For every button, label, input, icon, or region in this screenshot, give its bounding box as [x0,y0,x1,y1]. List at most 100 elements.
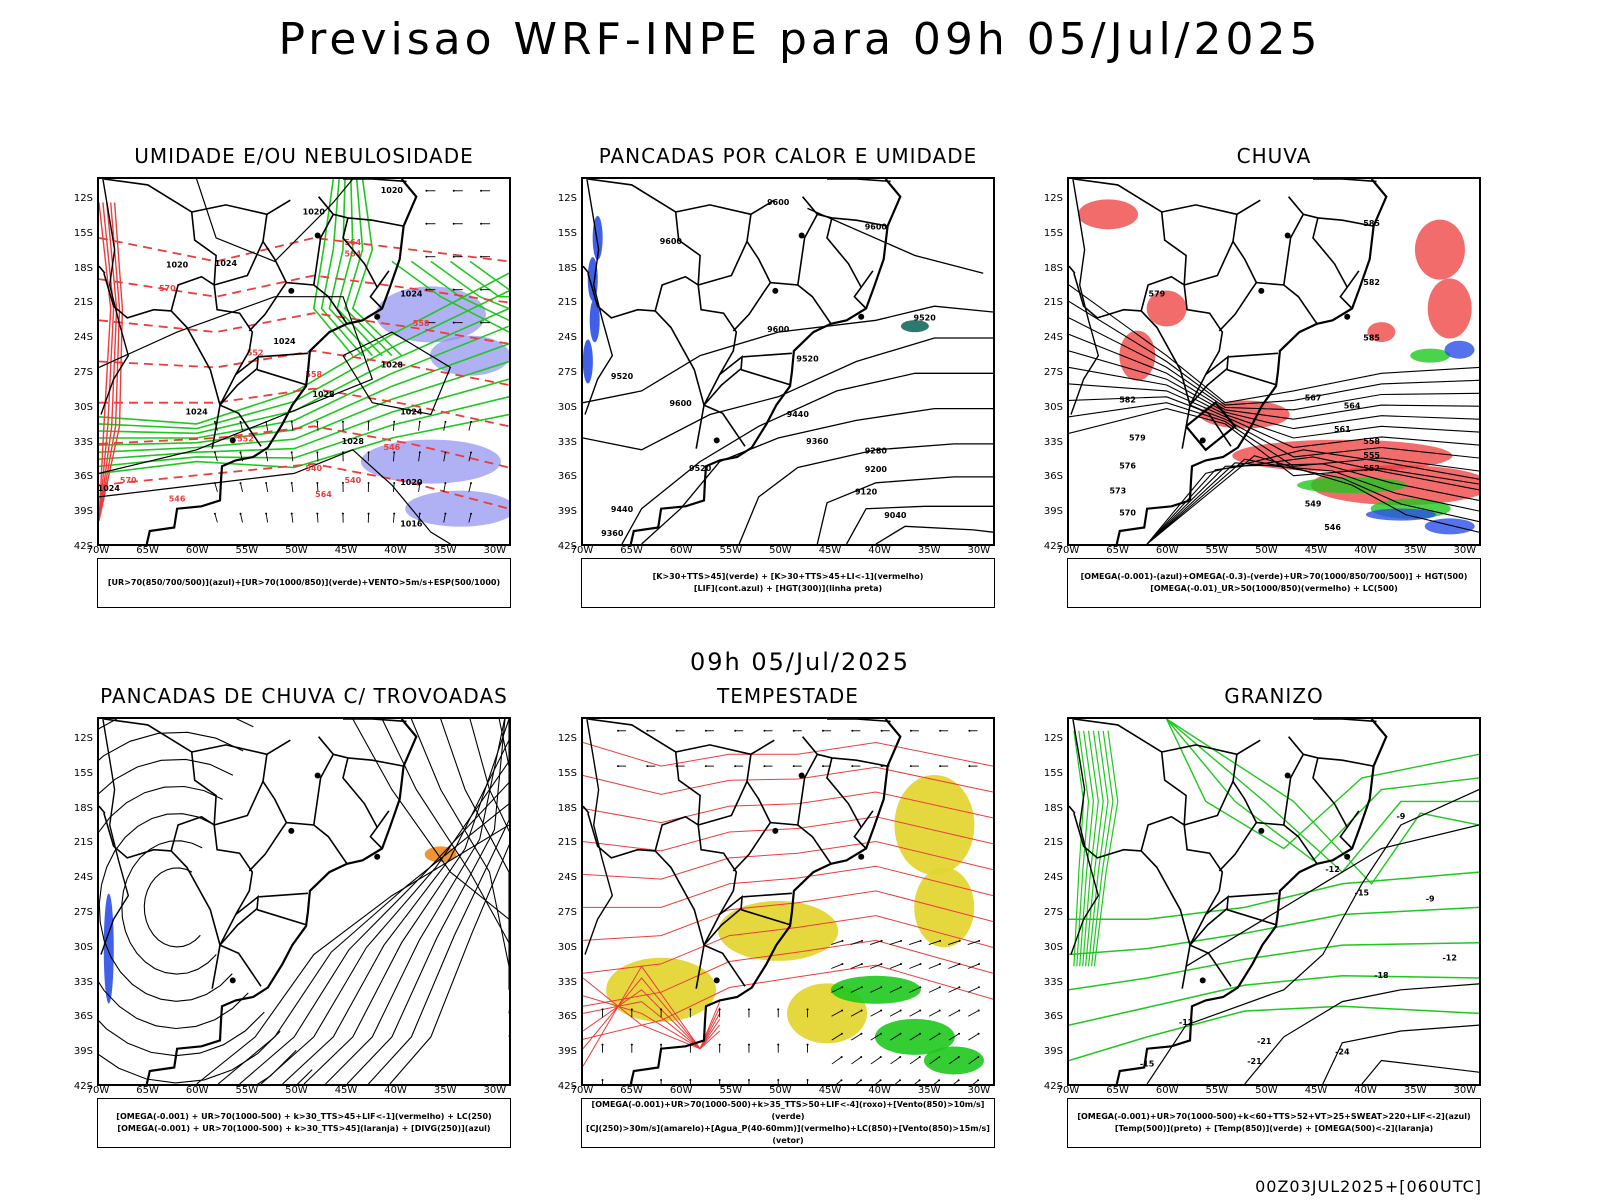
rain-area [1427,278,1472,339]
temp-contour [1069,906,1479,956]
vector-head [919,963,922,966]
map-canvas [583,719,993,1084]
contour-label: 1024 [400,407,423,416]
border-line [191,204,268,216]
wind-vector [875,1079,881,1084]
lake-mark [858,853,865,860]
wind-vector [933,1079,940,1084]
coastline-and-borders [1069,179,1388,544]
vector-head [646,765,649,768]
vector-head [880,1009,883,1012]
contour-label: 585 [1363,333,1380,342]
lake-mark [1199,437,1206,444]
vector-head [978,963,981,966]
vector-head [452,189,455,192]
wind-vector [291,482,294,493]
vector-head [763,729,766,732]
border-line [587,719,701,826]
streamline [583,766,993,795]
jet-area [914,867,975,948]
border-line [259,892,308,898]
streamline [469,719,509,1014]
wind-vector [392,452,395,462]
border-line [256,368,308,386]
wind-vector [240,482,243,492]
vector-head [290,512,293,515]
vector-head [938,1009,941,1012]
height-contour [875,525,993,544]
contour-label: 9520 [796,355,819,364]
blue-area [1444,340,1475,359]
humidity-contour [469,260,509,291]
vector-head [239,451,242,454]
border-line [695,943,746,989]
main-title: Previsao WRF-INPE para 09h 05/Jul/2025 [278,14,1322,65]
longitude-label: 70W [570,545,594,556]
andes-contour [1090,730,1114,967]
andes-border [100,719,130,955]
vector-head [938,1079,941,1082]
vector-head [393,451,396,454]
latitude-label: 27S [1043,367,1063,378]
contour-label: 564 [315,490,332,499]
vector-head [822,765,825,768]
streamline [410,719,509,967]
border-line [740,908,792,926]
vector-head [418,451,421,454]
vector-head [879,1079,882,1082]
border-line [1283,196,1305,286]
longitude-label: 55W [1205,1085,1229,1096]
vector-head [851,765,854,768]
contour-label: -9 [1426,895,1435,904]
divg-blue-area [103,893,114,1004]
border-line [654,275,738,406]
wind-vector [443,421,446,431]
orange-area [424,846,457,863]
lake-mark [229,977,236,984]
contour-label: 552 [237,435,254,444]
vector-head [718,1079,721,1081]
vector-head [977,986,980,989]
contour-label: 1020 [400,478,423,487]
longitude-label: 70W [1056,1085,1080,1096]
vector-head [958,939,961,942]
longitude-label: 55W [719,1085,743,1096]
streamline [239,782,509,1084]
latitude-label: 39S [73,506,93,518]
wind-vector [948,1033,960,1041]
wind-vector [392,482,395,493]
vector-head [480,255,483,258]
wind-vector [291,452,294,462]
wind-vector [968,1033,979,1041]
wind-vector [909,940,921,946]
wind-vector [909,1033,921,1041]
wind-vector [851,1033,862,1041]
jet-area [606,957,717,1022]
wind-vector [889,986,902,993]
vector-head [860,1009,863,1012]
humidity-contour [344,179,393,357]
thickness-line [99,387,509,428]
vector-head [316,512,319,515]
map-canvas: 585 582 579 585 582 579 576 573 570 567 564 561 558 5… [1069,179,1479,544]
vector-head [841,1009,844,1012]
latitude-label: 42S [1043,541,1063,552]
wind-vector [894,1079,901,1084]
longitude-label: 45W [334,1085,358,1096]
vector-head [425,189,428,192]
border-line [740,368,792,386]
streamline [99,758,265,1057]
latitude-label: 30S [1043,941,1063,953]
pressure-contours [99,179,452,544]
rain-area [1414,219,1465,280]
border-line [313,736,335,826]
vector-head [444,512,447,515]
wind-vector [851,1056,862,1065]
lif-blue-areas [583,215,929,384]
latitude-label: 24S [73,872,93,884]
humidity-contour [99,413,509,475]
wind-vector [831,1033,843,1041]
panel-title: UMIDADE E/OU NEBULOSIDADE [134,144,474,168]
longitude-label: 45W [1304,1085,1328,1096]
blue-area [589,298,600,343]
